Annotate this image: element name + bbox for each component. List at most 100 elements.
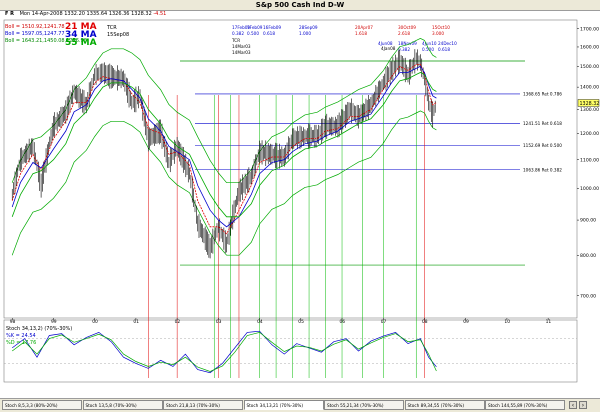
indicator-tab-strip: Stoch 8,5,3,3 (80%-20%) Stoch 13,5,8 (70%… bbox=[0, 398, 600, 412]
ohlc-readout: F R Mon 14-Apr-2008 1332.20 1335.64 1326… bbox=[5, 11, 166, 17]
change-value: -4.51 bbox=[153, 11, 167, 17]
price-tick-label-2: 1500.00 bbox=[580, 64, 599, 70]
tcr-date-label: 15Sep08 bbox=[107, 32, 129, 38]
time-tick-label-9: 07 bbox=[381, 319, 387, 325]
projection-label-r1-0: 0.382 bbox=[232, 31, 244, 36]
flags-label: F R bbox=[5, 11, 15, 17]
tab-scroll-left-button[interactable]: ‹ bbox=[569, 401, 577, 409]
moving-averages-group bbox=[11, 64, 437, 235]
time-tick-label-8: 06 bbox=[340, 319, 346, 325]
time-tick-label-6: 04 bbox=[257, 319, 263, 325]
fib-level-label-3: 1063.86 Ret 0.382 bbox=[523, 167, 562, 172]
price-tick-label-1: 1600.00 bbox=[580, 45, 599, 51]
projection-recent-label: 4Jan08 bbox=[381, 46, 396, 51]
time-tick-label-5: 03 bbox=[216, 319, 222, 325]
stoch-title: Stoch 34,13,2) (70%-30%) bbox=[6, 326, 72, 332]
last-price-label: 1328.32 bbox=[580, 101, 600, 107]
bollinger-lower-band bbox=[11, 110, 437, 256]
high-value: 1335.64 bbox=[86, 11, 108, 17]
stochastic-group bbox=[4, 330, 577, 374]
tab-scroll-right-button[interactable]: › bbox=[579, 401, 587, 409]
chart-title: S&p 500 Cash Ind D-W bbox=[255, 1, 345, 9]
projection-label-r0-4: 20Apr07 bbox=[355, 25, 373, 30]
projection-label-r0-0: 17Feb09 bbox=[232, 25, 250, 30]
projection-label-r2-2: 4Jun10 bbox=[422, 41, 437, 46]
price-tick-label-6: 1100.00 bbox=[580, 157, 599, 163]
time-tick-label-10: 08 bbox=[422, 319, 428, 325]
projection-label-r0-3: 28Sep09 bbox=[299, 25, 318, 30]
price-tick-label-10: 700.00 bbox=[580, 293, 596, 299]
boll2-label: Boll = 1597.05,1247.77 bbox=[5, 31, 65, 37]
indicator-tab-0[interactable]: Stoch 8,5,3,3 (80%-20%) bbox=[2, 400, 82, 410]
projection-label-r1-6: 3.000 bbox=[432, 31, 444, 36]
series-line-55-ma bbox=[11, 72, 437, 218]
tcr-label: TCR bbox=[106, 25, 117, 31]
time-tick-label-4: 02 bbox=[175, 319, 181, 325]
projection-label-r3-0: 0.382 bbox=[398, 47, 410, 52]
stoch-k-line bbox=[11, 330, 437, 374]
fib-level-label-1: 1241.51 Ret 0.618 bbox=[523, 121, 562, 126]
price-tick-label-4: 1300.00 bbox=[580, 107, 599, 113]
stoch-d-line bbox=[11, 332, 437, 372]
projection-label-r1-1: 0.500 bbox=[247, 31, 259, 36]
stoch-k-label: %K = 24.54 bbox=[6, 333, 36, 339]
indicator-tab-2[interactable]: Stoch 21,8,13 (70%-30%) bbox=[163, 400, 243, 410]
time-tick-label-7: 05 bbox=[298, 319, 304, 325]
title-bar: S&p 500 Cash Ind D-W bbox=[0, 0, 600, 11]
time-tick-label-13: 11 bbox=[546, 319, 552, 325]
open-value: 1332.20 bbox=[64, 11, 85, 17]
low-value: 1326.36 bbox=[108, 11, 130, 17]
indicator-tab-1[interactable]: Stoch 13,5,8 (70%-30%) bbox=[82, 400, 163, 410]
time-tick-label-1: 99 bbox=[51, 319, 57, 325]
projection-label-r3-1: 0.500 bbox=[422, 47, 434, 52]
projection-mar03-label-1: 14Mar03 bbox=[232, 50, 251, 55]
ma55-label: 55 MA bbox=[65, 38, 97, 48]
time-tick-label-12: 10 bbox=[504, 319, 510, 325]
projection-label-r2-0: 4Jun08 bbox=[378, 41, 393, 46]
fib-level-label-0: 1368.65 Ret 0.786 bbox=[523, 91, 562, 96]
bollinger-bands-group bbox=[11, 38, 437, 256]
price-chart[interactable]: 1368.65 Ret 0.786 1241.51 Ret 0.618 1152.6… bbox=[0, 0, 600, 398]
price-tick-label-8: 900.00 bbox=[580, 218, 596, 224]
projection-label-r3-2: 0.618 bbox=[438, 47, 450, 52]
projection-label-r0-1: 1Feb09 bbox=[247, 25, 263, 30]
time-tick-label-11: 09 bbox=[463, 319, 469, 325]
indicator-tab-4[interactable]: Stoch 55,21,34 (70%-30%) bbox=[324, 400, 404, 410]
time-tick-label-2: 00 bbox=[92, 319, 98, 325]
indicator-tab-3[interactable]: Stoch 34,13,21 (70%-30%) bbox=[243, 400, 324, 410]
boll1-label: Boll = 1510.92,1241.78 bbox=[5, 24, 65, 30]
close-value: 1328.32 bbox=[131, 11, 152, 17]
price-tick-label-0: 1700.00 bbox=[580, 26, 599, 32]
projection-label-r0-5: 30Oct09 bbox=[398, 25, 416, 30]
price-tick-label-9: 800.00 bbox=[580, 253, 596, 259]
projection-label-r0-6: 15Oct10 bbox=[432, 25, 450, 30]
projection-label-r1-2: 0.618 bbox=[263, 31, 275, 36]
date-label: Mon 14-Apr-2008 bbox=[19, 11, 63, 17]
price-tick-label-5: 1200.00 bbox=[580, 131, 599, 137]
last-price-box bbox=[577, 99, 600, 107]
ma21-label: 21 MA bbox=[65, 22, 97, 32]
price-tick-label-7: 1000.00 bbox=[580, 186, 599, 192]
projection-label-r1-5: 2.618 bbox=[398, 31, 410, 36]
axes-group: 1700.00 1600.00 1500.00 1400.00 1300.00 1200.… bbox=[10, 26, 600, 325]
fib-levels-group: 1368.65 Ret 0.786 1241.51 Ret 0.618 1152.6… bbox=[195, 25, 562, 172]
projection-label-r2-1: 18Nov09 bbox=[398, 41, 417, 46]
projection-tcr-label: TCR bbox=[231, 38, 240, 43]
indicator-tab-5[interactable]: Stoch 89,34,55 (70%-30%) bbox=[404, 400, 485, 410]
projection-label-r1-3: 1.000 bbox=[299, 31, 311, 36]
projection-label-r0-2: 16Feb09 bbox=[263, 25, 281, 30]
ma34-label: 34 MA bbox=[65, 30, 97, 40]
stoch-d-label: %D = 17.76 bbox=[6, 340, 36, 346]
time-tick-label-3: 01 bbox=[133, 319, 139, 325]
bollinger-upper-band bbox=[11, 38, 437, 184]
projection-label-r2-3: 24Dec10 bbox=[438, 41, 457, 46]
green-levels-group bbox=[180, 60, 525, 266]
series-line-34-ma bbox=[11, 65, 437, 228]
stoch-panel-frame bbox=[3, 319, 578, 383]
indicator-tab-6[interactable]: Stoch 144,55,89 (70%-30%) bbox=[485, 400, 565, 410]
time-tick-label-0: 98 bbox=[10, 319, 16, 325]
price-bars-group bbox=[11, 49, 436, 259]
projection-label-r1-4: 1.618 bbox=[355, 31, 367, 36]
main-panel-frame bbox=[3, 19, 578, 319]
projection-mar03-label-0: 14Mar03 bbox=[232, 44, 251, 49]
